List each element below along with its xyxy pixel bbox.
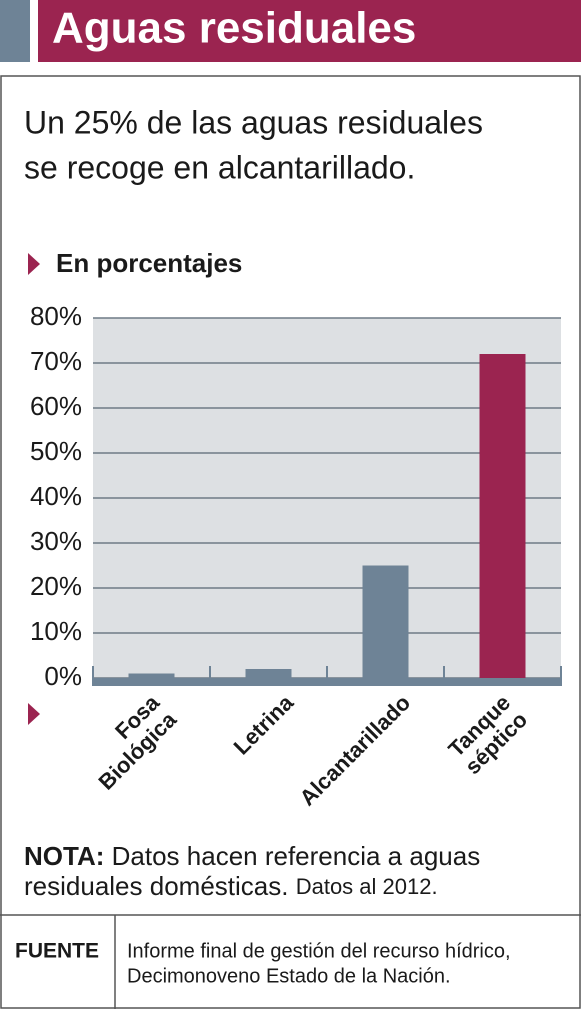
x-tick-label: Alcantarillado — [295, 690, 416, 811]
bar — [362, 565, 409, 678]
y-tick-label: 80% — [30, 301, 82, 331]
title-block — [0, 0, 30, 62]
y-tick-label: 20% — [30, 571, 82, 601]
bullet — [28, 253, 40, 275]
note-label: NOTA: — [24, 841, 104, 871]
note-date: Datos al 2012. — [296, 874, 438, 899]
bullet — [28, 703, 40, 725]
source-text: Decimonoveno Estado de la Nación. — [127, 965, 451, 987]
note-text: residuales domésticas. — [24, 871, 288, 901]
subtitle: se recoge en alcantarillado. — [24, 149, 415, 185]
y-tick-label: 0% — [44, 661, 82, 691]
y-tick-label: 10% — [30, 616, 82, 646]
y-tick-label: 40% — [30, 481, 82, 511]
y-tick-label: 50% — [30, 436, 82, 466]
x-tick-label: Letrina — [229, 689, 299, 759]
note: NOTA: Datos hacen referencia a aguas — [24, 841, 480, 871]
source-label: FUENTE — [15, 940, 99, 963]
axis-label: En porcentajes — [56, 248, 242, 278]
source-text: Informe final de gestión del recurso híd… — [127, 940, 511, 962]
bar — [479, 354, 526, 678]
y-tick-label: 30% — [30, 526, 82, 556]
note: residuales domésticas. Datos al 2012. — [24, 871, 438, 901]
frame — [0, 75, 581, 1009]
subtitle: Un 25% de las aguas residuales — [24, 104, 483, 140]
y-tick-label: 60% — [30, 391, 82, 421]
title-bar — [38, 0, 581, 62]
bar — [245, 669, 292, 678]
y-tick-label: 70% — [30, 346, 82, 376]
chart-title: Aguas residuales — [52, 4, 416, 53]
bar — [128, 673, 175, 678]
note-text: Datos hacen referencia a aguas — [112, 841, 481, 871]
